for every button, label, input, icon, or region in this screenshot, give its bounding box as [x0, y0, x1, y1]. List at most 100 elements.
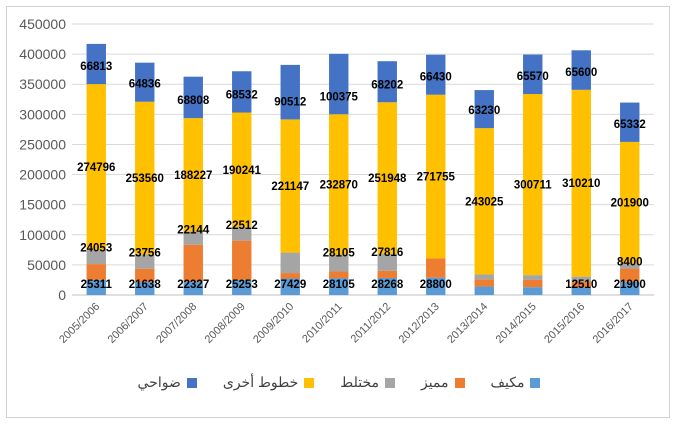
data-label: 63230	[468, 105, 500, 117]
data-label: 27429	[274, 279, 306, 291]
bars	[86, 43, 640, 295]
data-label: 21638	[129, 279, 162, 291]
data-label: 90512	[274, 96, 306, 108]
data-label: 8400	[617, 257, 643, 269]
data-label: 27816	[371, 247, 403, 259]
legend-swatch	[454, 377, 465, 388]
bar-segment	[232, 240, 252, 280]
bar-segment	[329, 254, 349, 272]
data-labels: 25311 24053 274796 66813 21638 23756 253560 648…	[77, 61, 649, 291]
data-label: 300711	[514, 180, 552, 192]
bar-segment	[232, 227, 252, 241]
data-label: 65332	[614, 119, 646, 131]
bar-segment	[135, 268, 155, 282]
x-tick-label: 2013/2014	[445, 301, 490, 346]
x-tick-label: 2012/2013	[397, 301, 442, 346]
legend-label: مميز	[420, 374, 449, 390]
data-label: 243025	[465, 196, 504, 208]
data-label: 28105	[323, 279, 356, 291]
data-label: 65570	[517, 71, 549, 83]
data-label: 100375	[320, 91, 359, 103]
y-tick-label: 0	[58, 287, 66, 303]
data-label: 271755	[417, 172, 456, 184]
data-label: 274796	[77, 162, 115, 174]
data-label: 28268	[371, 279, 404, 291]
x-tick-label: 2006/2007	[106, 301, 151, 346]
data-label: 251948	[368, 173, 407, 185]
bar-segment	[377, 102, 397, 254]
bar-segment	[183, 231, 203, 245]
legend-label: ضواحي	[137, 374, 181, 390]
data-label: 25253	[226, 279, 258, 291]
y-tick-label: 450000	[19, 16, 66, 32]
data-label: 28105	[323, 248, 356, 260]
bar-segment	[474, 274, 494, 280]
bar-segment	[86, 249, 106, 265]
data-label: 64836	[129, 79, 161, 91]
bar-segment	[280, 273, 300, 279]
data-label: 25311	[81, 279, 113, 291]
data-label: 68202	[371, 79, 403, 91]
bar-segment	[523, 287, 543, 295]
x-tick-label: 2014/2015	[494, 301, 539, 346]
bar-segment	[135, 101, 155, 255]
y-tick-label: 150000	[19, 197, 66, 213]
data-label: 12510	[565, 279, 597, 291]
data-label: 232870	[320, 179, 358, 191]
bar-segment	[183, 281, 203, 295]
bar-segment	[620, 141, 640, 264]
data-label: 65600	[565, 67, 597, 79]
bar-segment	[474, 279, 494, 287]
x-tick-label: 2008/2009	[203, 301, 248, 346]
data-label: 22144	[177, 224, 210, 236]
y-tick-label: 100000	[19, 227, 66, 243]
bar-segment	[232, 112, 252, 228]
legend-item: مميز	[421, 374, 465, 391]
bar-segment	[280, 252, 300, 274]
data-label: 21900	[614, 279, 646, 291]
y-tick-label: 250000	[19, 136, 66, 152]
bar-segment	[426, 94, 446, 259]
legend-swatch	[186, 377, 197, 388]
y-tick-label: 400000	[19, 46, 66, 62]
bar-segment	[523, 279, 543, 288]
bar-segment	[620, 102, 640, 142]
bar-segment	[523, 94, 543, 276]
bar-segment	[135, 62, 155, 102]
bar-segment	[571, 281, 591, 288]
bar-segment	[474, 286, 494, 295]
y-tick-label: 350000	[19, 76, 66, 92]
bar-segment	[571, 50, 591, 90]
bar-segment	[474, 90, 494, 129]
bar-segment	[571, 276, 591, 282]
data-label: 188227	[174, 170, 212, 182]
bar-segment	[329, 53, 349, 115]
x-axis-ticks: 2005/2006 2006/2007 2007/2008 2008/2009 2009…	[57, 301, 636, 346]
bar-segment	[620, 281, 640, 295]
data-label: 66430	[420, 72, 452, 84]
y-tick-label: 200000	[19, 167, 66, 183]
data-label: 23756	[129, 247, 161, 259]
bar-segment	[86, 84, 106, 250]
x-tick-label: 2010/2011	[300, 301, 345, 346]
bar-segment	[183, 76, 203, 119]
bar-segment	[86, 43, 106, 85]
bar-segment	[329, 271, 349, 279]
data-label: 310210	[562, 178, 600, 190]
bar-segment	[377, 253, 397, 271]
x-tick-label: 2016/2017	[591, 301, 636, 346]
bar-segment	[329, 278, 349, 295]
y-tick-label: 300000	[19, 106, 66, 122]
legend: مكيف مميز مختلط خطوط أخرى ضواحي	[0, 374, 678, 391]
bar-segment	[426, 277, 446, 295]
bar-segment	[232, 279, 252, 295]
gridlines	[72, 23, 654, 296]
legend-swatch	[384, 377, 395, 388]
bar-segment	[377, 270, 397, 278]
data-label: 68532	[226, 90, 258, 102]
bar-segment	[183, 118, 203, 232]
bar-segment	[377, 277, 397, 295]
bar-segment	[523, 275, 543, 280]
data-label: 190241	[223, 165, 262, 177]
